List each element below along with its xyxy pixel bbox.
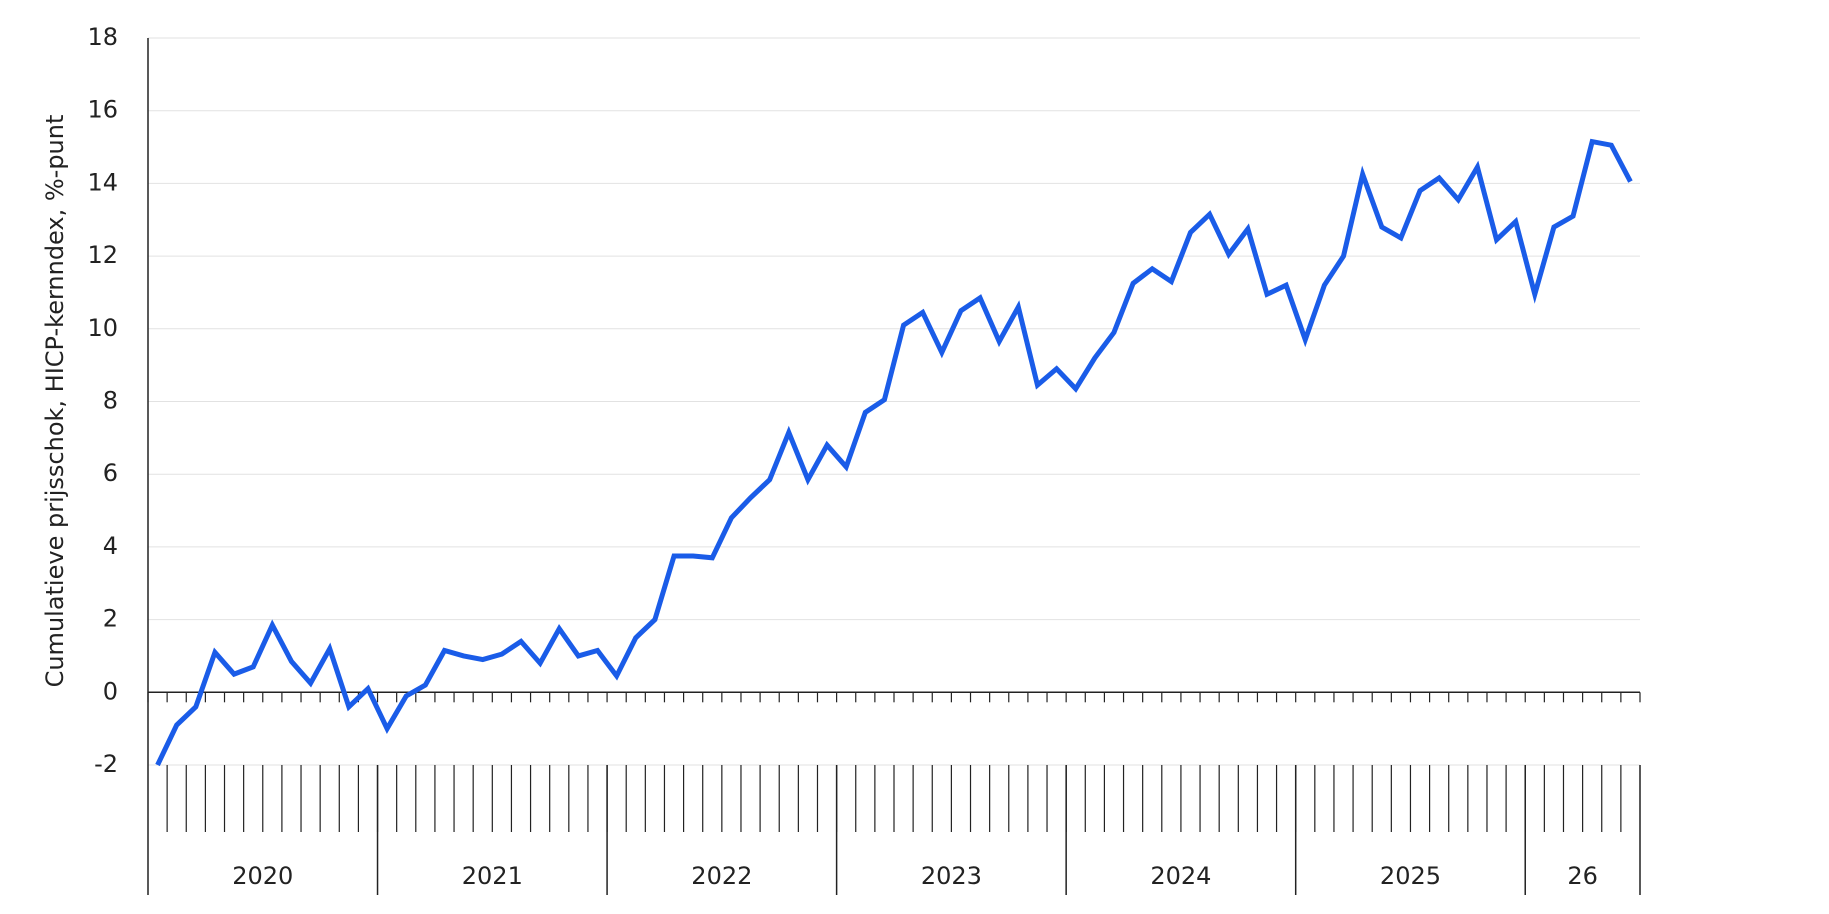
y-tick-label: 2 bbox=[103, 605, 118, 633]
y-tick-label: -2 bbox=[94, 750, 118, 778]
year-label: 2020 bbox=[232, 862, 293, 890]
y-tick-label: 14 bbox=[87, 168, 118, 196]
year-label: 2022 bbox=[691, 862, 752, 890]
y-axis-label: Cumulatieve prijsschok, HICP-kernndex, %… bbox=[41, 115, 69, 688]
year-label: 2023 bbox=[921, 862, 982, 890]
y-tick-label: 6 bbox=[103, 459, 118, 487]
y-tick-label: 16 bbox=[87, 96, 118, 124]
year-label: 2025 bbox=[1380, 862, 1441, 890]
y-tick-label: 10 bbox=[87, 314, 118, 342]
year-label: 26 bbox=[1567, 862, 1598, 890]
data-line bbox=[155, 138, 1633, 767]
year-label: 2024 bbox=[1150, 862, 1211, 890]
y-tick-label: 12 bbox=[87, 241, 118, 269]
y-tick-label: 8 bbox=[103, 387, 118, 415]
y-tick-label: 18 bbox=[87, 23, 118, 51]
y-tick-label: 4 bbox=[103, 532, 118, 560]
year-label: 2021 bbox=[462, 862, 523, 890]
y-tick-label: 0 bbox=[103, 677, 118, 705]
